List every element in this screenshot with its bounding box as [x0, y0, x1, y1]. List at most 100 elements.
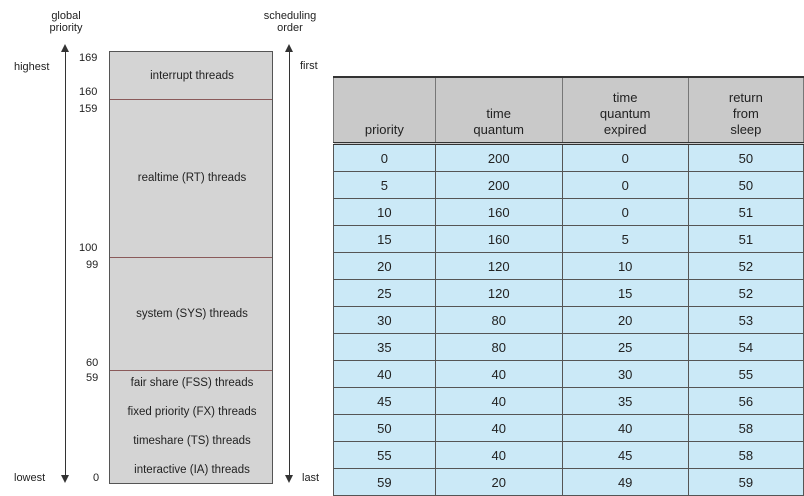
divider-rt-sys — [110, 257, 272, 258]
class-fss: fair share (FSS) threads — [130, 377, 254, 389]
header-time-quantum: time quantum — [434, 76, 563, 144]
cell-expired: 45 — [561, 441, 689, 469]
header-quantum-expired-text: time quantum expired — [599, 90, 651, 137]
cell-priority: 30 — [333, 306, 436, 334]
table-row: 0 200 0 50 — [333, 142, 804, 172]
header-priority: priority — [333, 76, 436, 144]
order-arrow-down-icon — [285, 475, 293, 483]
table-row: 15 160 5 51 — [333, 225, 804, 253]
table-header-row: priority time quantum time quantum expir… — [333, 76, 804, 144]
table-row: 25 120 15 52 — [333, 279, 804, 307]
cell-expired: 25 — [561, 333, 689, 361]
cell-expired: 5 — [561, 225, 689, 253]
dispatch-table: priority time quantum time quantum expir… — [333, 76, 804, 496]
divider-sys-user — [110, 370, 272, 371]
cell-priority: 5 — [333, 171, 436, 199]
class-ts: timeshare (TS) threads — [133, 435, 251, 447]
cell-sleep: 59 — [687, 468, 804, 496]
cell-quantum: 40 — [434, 414, 563, 442]
table-row: 10 160 0 51 — [333, 198, 804, 226]
cell-expired: 20 — [561, 306, 689, 334]
scheduling-order-heading: scheduling order — [263, 10, 317, 34]
table-row: 40 40 30 55 — [333, 360, 804, 388]
table-row: 45 40 35 56 — [333, 387, 804, 415]
cell-sleep: 54 — [687, 333, 804, 361]
priority-99: 99 — [86, 259, 99, 271]
cell-sleep: 50 — [687, 171, 804, 199]
header-time-quantum-text: time quantum — [473, 106, 524, 137]
cell-priority: 10 — [333, 198, 436, 226]
cell-expired: 40 — [561, 414, 689, 442]
cell-quantum: 160 — [434, 225, 563, 253]
cell-quantum: 120 — [434, 252, 563, 280]
cell-sleep: 50 — [687, 142, 804, 172]
cell-sleep: 58 — [687, 441, 804, 469]
cell-expired: 10 — [561, 252, 689, 280]
cell-priority: 55 — [333, 441, 436, 469]
cell-expired: 15 — [561, 279, 689, 307]
cell-quantum: 200 — [434, 142, 563, 172]
cell-quantum: 80 — [434, 306, 563, 334]
cell-expired: 0 — [561, 198, 689, 226]
cell-quantum: 20 — [434, 468, 563, 496]
class-system: system (SYS) threads — [136, 308, 248, 320]
cell-sleep: 52 — [687, 279, 804, 307]
priority-169: 169 — [79, 52, 98, 64]
table-row: 30 80 20 53 — [333, 306, 804, 334]
cell-expired: 30 — [561, 360, 689, 388]
first-label: first — [300, 60, 318, 72]
cell-quantum: 40 — [434, 360, 563, 388]
order-arrow-up-icon — [285, 44, 293, 52]
class-fx: fixed priority (FX) threads — [127, 406, 257, 418]
table-row: 35 80 25 54 — [333, 333, 804, 361]
cell-quantum: 120 — [434, 279, 563, 307]
priority-59: 59 — [86, 372, 99, 384]
cell-sleep: 52 — [687, 252, 804, 280]
cell-quantum: 200 — [434, 171, 563, 199]
cell-priority: 0 — [333, 142, 436, 172]
priority-arrow-up-icon — [61, 44, 69, 52]
table-row: 55 40 45 58 — [333, 441, 804, 469]
cell-expired: 0 — [561, 142, 689, 172]
cell-sleep: 51 — [687, 198, 804, 226]
order-arrow-shaft — [289, 50, 290, 475]
class-interrupt: interrupt threads — [150, 70, 234, 82]
cell-priority: 35 — [333, 333, 436, 361]
divider-interrupt-rt — [110, 99, 272, 100]
cell-priority: 50 — [333, 414, 436, 442]
priority-60: 60 — [86, 357, 99, 369]
cell-quantum: 80 — [434, 333, 563, 361]
class-realtime: realtime (RT) threads — [137, 172, 247, 184]
cell-priority: 20 — [333, 252, 436, 280]
priority-100: 100 — [79, 242, 98, 254]
cell-sleep: 53 — [687, 306, 804, 334]
table-row: 50 40 40 58 — [333, 414, 804, 442]
cell-expired: 35 — [561, 387, 689, 415]
header-priority-text: priority — [364, 122, 404, 137]
cell-quantum: 160 — [434, 198, 563, 226]
cell-priority: 25 — [333, 279, 436, 307]
table-row: 5 200 0 50 — [333, 171, 804, 199]
cell-expired: 49 — [561, 468, 689, 496]
cell-priority: 15 — [333, 225, 436, 253]
last-label: last — [302, 472, 320, 484]
highest-label: highest — [14, 61, 50, 73]
priority-159: 159 — [79, 103, 98, 115]
cell-sleep: 56 — [687, 387, 804, 415]
header-quantum-expired: time quantum expired — [561, 76, 689, 144]
cell-quantum: 40 — [434, 387, 563, 415]
priority-arrow-down-icon — [61, 475, 69, 483]
cell-priority: 45 — [333, 387, 436, 415]
cell-priority: 40 — [333, 360, 436, 388]
priority-160: 160 — [79, 86, 98, 98]
cell-expired: 0 — [561, 171, 689, 199]
lowest-label: lowest — [14, 472, 46, 484]
cell-sleep: 51 — [687, 225, 804, 253]
cell-sleep: 58 — [687, 414, 804, 442]
table-row: 59 20 49 59 — [333, 468, 804, 496]
cell-priority: 59 — [333, 468, 436, 496]
table-row: 20 120 10 52 — [333, 252, 804, 280]
priority-arrow-shaft — [65, 50, 66, 475]
header-return-from-sleep: return from sleep — [687, 76, 804, 144]
class-ia: interactive (IA) threads — [134, 464, 250, 476]
